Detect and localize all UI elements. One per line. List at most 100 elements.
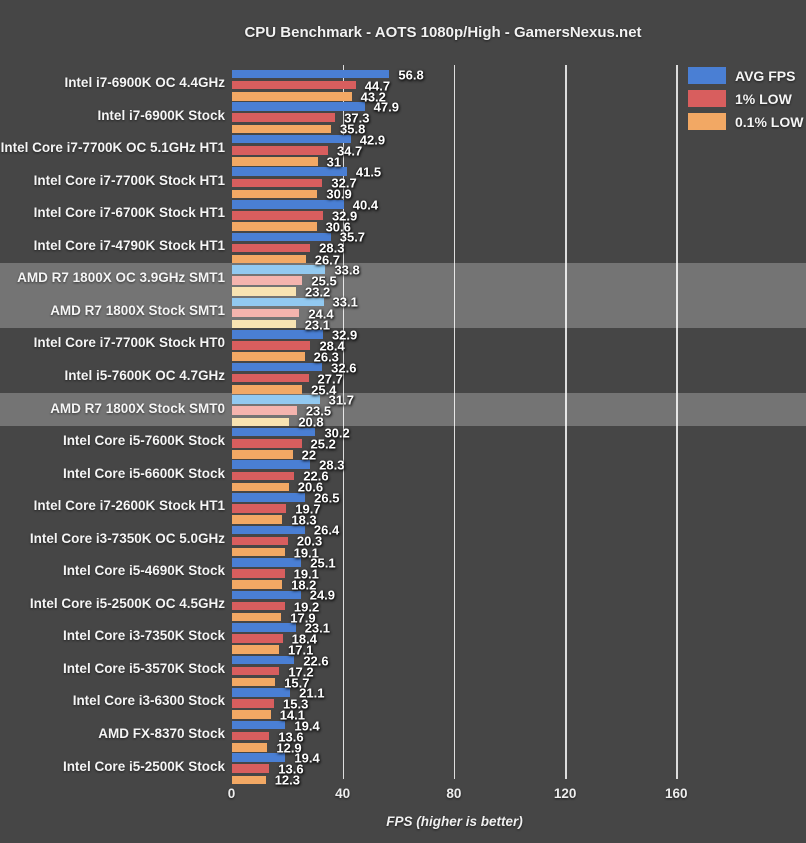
bar-0-1-low <box>231 482 289 492</box>
bar-avg-fps <box>231 297 324 307</box>
value-label: 18.2 <box>291 577 317 593</box>
bar-1-low <box>231 406 297 415</box>
bar-avg-fps <box>231 232 331 242</box>
highlight-band <box>0 262 806 296</box>
bar-avg-fps <box>231 558 302 567</box>
value-label: 43.2 <box>360 89 386 105</box>
bar-1-low <box>231 438 302 448</box>
value-label: 28.3 <box>319 457 345 473</box>
category-label: AMD R7 1800X OC 3.9GHz SMT1 <box>17 270 225 286</box>
bar-1-low <box>231 601 285 611</box>
value-label: 23.1 <box>304 317 331 333</box>
bar-1-low <box>231 243 311 253</box>
legend-swatch-icon <box>688 67 726 84</box>
value-label: 35.7 <box>339 229 366 245</box>
bar-avg-fps <box>231 688 291 697</box>
bar-0-1-low <box>231 157 318 166</box>
value-label: 13.6 <box>278 729 304 745</box>
bar-0-1-low <box>231 743 268 752</box>
value-label: 13.6 <box>278 761 304 777</box>
category-label: AMD R7 1800X Stock SMT1 <box>50 302 225 318</box>
value-label: 23.5 <box>305 403 332 419</box>
bar-1-low <box>231 634 283 643</box>
value-label: 18.4 <box>291 631 317 647</box>
x-tick-label: 160 <box>665 786 688 801</box>
value-label: 30.2 <box>324 425 350 441</box>
value-label: 31.7 <box>328 392 354 408</box>
category-label: Intel Core i5-4690K Stock <box>62 563 225 579</box>
category-label: Intel Core i5-3570K Stock <box>62 660 225 676</box>
value-label: 23.2 <box>304 284 331 300</box>
value-label: 32.7 <box>331 175 357 191</box>
bar-0-1-low <box>231 710 271 720</box>
bar-0-1-low <box>231 287 296 296</box>
value-label: 25.5 <box>311 273 337 289</box>
category-label: Intel Core i7-7700K OC 5.1GHz HT1 <box>0 140 225 156</box>
bar-avg-fps <box>231 69 390 79</box>
value-label: 35.8 <box>340 121 366 137</box>
value-label: 26.4 <box>313 522 340 538</box>
bar-avg-fps <box>231 623 296 632</box>
bar-1-low <box>231 178 323 188</box>
bar-avg-fps <box>231 655 295 665</box>
bar-1-low <box>231 308 300 318</box>
gridline-80 <box>453 65 456 779</box>
bar-1-low <box>231 276 303 285</box>
value-label: 19.1 <box>293 545 319 560</box>
value-label: 19.7 <box>295 501 321 517</box>
chart-title: CPU Benchmark - AOTS 1080p/High - Gamers… <box>244 24 642 41</box>
bar-0-1-low <box>231 189 318 199</box>
value-label: 15.3 <box>283 696 309 712</box>
legend-swatch-icon <box>688 90 726 107</box>
x-tick-label: 40 <box>335 786 351 801</box>
category-label: Intel Core i3-6300 Stock <box>72 693 225 709</box>
bar-avg-fps <box>231 265 326 274</box>
value-label: 21.1 <box>299 685 325 701</box>
category-label: AMD FX-8370 Stock <box>98 726 225 741</box>
bar-0-1-low <box>231 92 352 101</box>
value-label: 30.9 <box>326 186 352 202</box>
value-label: 32.6 <box>331 360 357 376</box>
value-label: 12.9 <box>276 740 302 756</box>
bar-avg-fps <box>231 460 311 469</box>
value-label: 24.9 <box>309 587 336 603</box>
value-label: 23.1 <box>304 620 331 636</box>
category-label: Intel i7-6900K OC 4.4GHz <box>64 75 225 90</box>
category-label: Intel Core i7-6700K Stock HT1 <box>33 205 225 221</box>
value-label: 28.4 <box>319 338 345 354</box>
bar-0-1-low <box>231 612 282 622</box>
x-axis-title: FPS (higher is better) <box>386 814 523 829</box>
bar-0-1-low <box>231 450 293 459</box>
value-label: 42.9 <box>359 132 386 148</box>
category-label: Intel Core i5-7600K Stock <box>62 433 225 449</box>
value-label: 33.1 <box>332 294 358 310</box>
bar-avg-fps <box>231 492 306 502</box>
value-label: 34.7 <box>336 143 363 159</box>
category-label: Intel Core i5-2500K OC 4.5GHz <box>29 595 225 611</box>
value-label: 19.2 <box>293 599 320 614</box>
bar-1-low <box>231 504 287 513</box>
category-label: Intel Core i3-7350K OC 5.0GHz <box>29 530 225 546</box>
value-label: 25.1 <box>310 555 336 571</box>
value-label: 14.1 <box>279 707 305 723</box>
category-label: Intel Core i7-7700K Stock HT1 <box>33 172 225 188</box>
bar-avg-fps <box>231 102 365 111</box>
bar-1-low <box>231 731 270 741</box>
bar-0-1-low <box>231 515 283 524</box>
category-label: Intel i5-7600K OC 4.7GHz <box>64 367 225 383</box>
bar-avg-fps <box>231 720 286 730</box>
value-label: 25.2 <box>310 436 336 452</box>
category-label: AMD R7 1800X Stock SMT0 <box>50 400 225 416</box>
bar-avg-fps <box>231 167 347 177</box>
value-label: 41.5 <box>355 164 382 180</box>
bar-0-1-low <box>231 677 276 687</box>
value-label: 18.3 <box>291 512 317 528</box>
bar-1-low <box>231 373 309 383</box>
value-label: 19.4 <box>294 750 320 766</box>
value-label: 31 <box>326 154 342 170</box>
value-label: 30.6 <box>325 219 351 235</box>
value-label: 17.9 <box>290 610 316 626</box>
bar-avg-fps <box>231 362 323 372</box>
bar-avg-fps <box>231 200 344 209</box>
value-label: 24.4 <box>308 306 334 322</box>
